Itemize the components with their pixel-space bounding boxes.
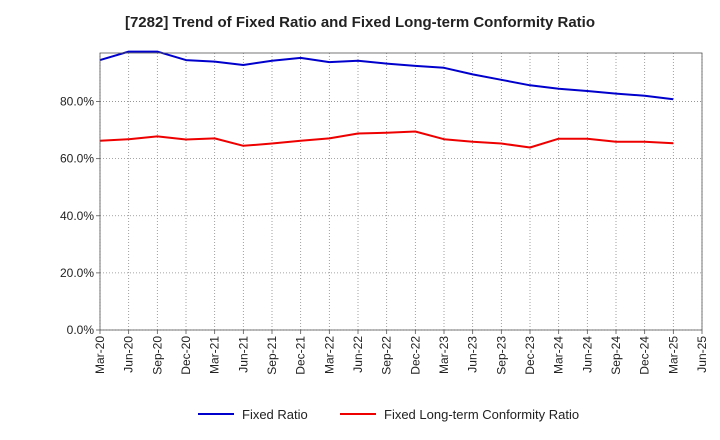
legend-label-2: Fixed Long-term Conformity Ratio xyxy=(384,407,579,422)
y-tick-label: 0.0% xyxy=(67,323,95,337)
y-tick-label: 60.0% xyxy=(60,152,94,166)
x-tick-label: Sep-24 xyxy=(609,336,623,375)
plot-frame xyxy=(99,52,703,331)
x-tick-label: Jun-23 xyxy=(466,336,480,373)
x-tick-label: Sep-22 xyxy=(380,336,394,375)
x-tick-label: Jun-25 xyxy=(695,336,709,373)
x-tick-label: Mar-23 xyxy=(437,336,451,374)
x-tick-label: Dec-21 xyxy=(294,336,308,375)
x-tick-label: Jun-22 xyxy=(351,336,365,373)
legend-label-1: Fixed Ratio xyxy=(242,407,308,422)
x-tick-label: Dec-20 xyxy=(179,336,193,375)
series-line-1 xyxy=(99,50,674,101)
x-tick-label: Mar-21 xyxy=(208,336,222,374)
legend: Fixed Ratio Fixed Long-term Conformity Ra… xyxy=(198,407,579,422)
x-tick-label: Mar-20 xyxy=(93,336,107,374)
y-tick-label: 80.0% xyxy=(60,95,94,109)
y-tick-label: 40.0% xyxy=(60,209,94,223)
x-tick-label: Dec-23 xyxy=(523,336,537,375)
x-tick-label: Jun-20 xyxy=(122,336,136,373)
grid xyxy=(99,53,703,331)
x-tick-label: Sep-21 xyxy=(265,336,279,375)
x-tick-label: Jun-24 xyxy=(580,336,594,373)
x-tick-label: Dec-24 xyxy=(638,336,652,375)
y-tick-label: 20.0% xyxy=(60,266,94,280)
chart-title: [7282] Trend of Fixed Ratio and Fixed Lo… xyxy=(124,14,596,31)
x-tick-label: Mar-22 xyxy=(322,336,336,374)
x-tick-label: Jun-21 xyxy=(236,336,250,373)
x-tick-label: Dec-22 xyxy=(408,336,422,375)
x-tick-label: Sep-20 xyxy=(150,336,164,375)
x-tick-label: Mar-24 xyxy=(552,336,566,374)
x-tick-label: Sep-23 xyxy=(494,336,508,375)
x-tick-label: Mar-25 xyxy=(666,336,680,374)
axes: 0.0% 20.0% 40.0% 60.0% 80.0% Mar-20 Jun-20 Sep-… xyxy=(60,52,709,375)
series-line-2 xyxy=(99,130,674,149)
series-lines xyxy=(99,50,674,149)
